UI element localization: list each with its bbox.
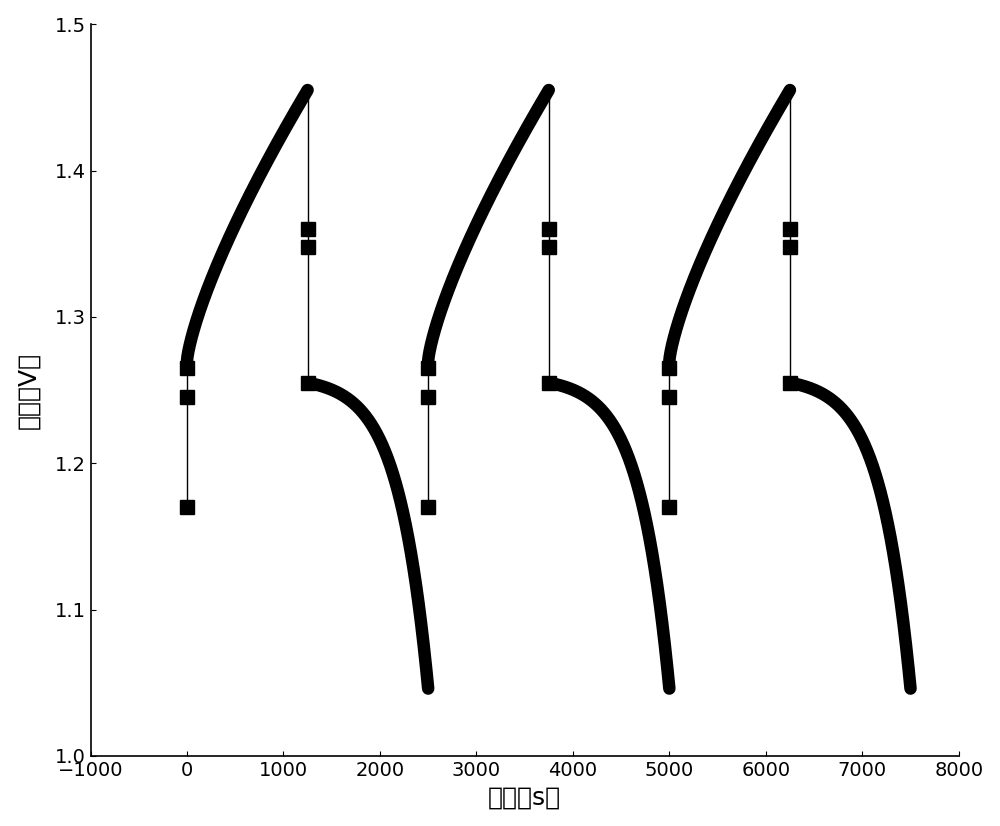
X-axis label: 时间（s）: 时间（s） [488,786,561,809]
Y-axis label: 电压（V）: 电压（V） [17,352,41,429]
